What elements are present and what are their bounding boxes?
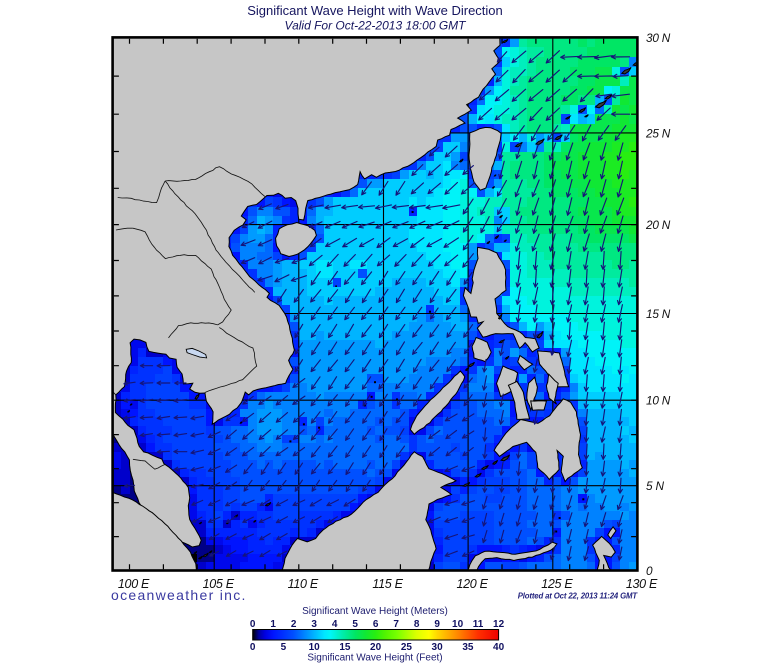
- svg-text:100 E: 100 E: [118, 577, 150, 591]
- svg-text:0: 0: [646, 564, 653, 578]
- svg-text:5: 5: [281, 642, 287, 653]
- svg-text:10 N: 10 N: [646, 394, 671, 408]
- svg-text:10: 10: [309, 642, 321, 653]
- svg-text:1: 1: [270, 619, 276, 630]
- svg-text:Significant Wave Height (Meter: Significant Wave Height (Meters): [302, 606, 448, 617]
- svg-text:115 E: 115 E: [372, 577, 403, 591]
- svg-text:30 N: 30 N: [646, 31, 671, 45]
- svg-text:15: 15: [339, 642, 351, 653]
- svg-text:25: 25: [401, 642, 413, 653]
- svg-text:105 E: 105 E: [203, 577, 235, 591]
- svg-text:2: 2: [291, 619, 297, 630]
- svg-text:6: 6: [373, 619, 379, 630]
- svg-text:4: 4: [332, 619, 338, 630]
- svg-text:12: 12: [493, 619, 505, 630]
- svg-text:40: 40: [493, 642, 505, 653]
- svg-text:5 N: 5 N: [646, 479, 664, 493]
- svg-text:0: 0: [250, 642, 256, 653]
- svg-text:130 E: 130 E: [626, 577, 658, 591]
- svg-text:20 N: 20 N: [645, 218, 671, 232]
- svg-text:30: 30: [432, 642, 444, 653]
- svg-text:25 N: 25 N: [645, 126, 671, 140]
- svg-text:11: 11: [473, 619, 484, 630]
- svg-text:Valid For Oct-22-2013 18:00 GM: Valid For Oct-22-2013 18:00 GMT: [285, 19, 468, 33]
- svg-text:20: 20: [370, 642, 382, 653]
- svg-text:125 E: 125 E: [541, 577, 573, 591]
- svg-text:Significant Wave Height (Feet): Significant Wave Height (Feet): [307, 653, 442, 664]
- svg-text:Significant Wave Height with W: Significant Wave Height with Wave Direct…: [247, 3, 503, 18]
- svg-text:120 E: 120 E: [457, 577, 489, 591]
- svg-text:5: 5: [352, 619, 358, 630]
- svg-text:oceanweather inc.: oceanweather inc.: [111, 587, 247, 603]
- svg-text:15 N: 15 N: [646, 307, 671, 321]
- svg-text:110 E: 110 E: [288, 577, 319, 591]
- svg-text:Plotted at Oct 22, 2013 11:24: Plotted at Oct 22, 2013 11:24 GMT: [518, 592, 639, 601]
- svg-text:0: 0: [250, 619, 256, 630]
- svg-text:3: 3: [311, 619, 317, 630]
- svg-text:7: 7: [393, 619, 399, 630]
- svg-text:9: 9: [434, 619, 440, 630]
- svg-text:35: 35: [462, 642, 474, 653]
- svg-text:8: 8: [414, 619, 420, 630]
- svg-text:10: 10: [452, 619, 464, 630]
